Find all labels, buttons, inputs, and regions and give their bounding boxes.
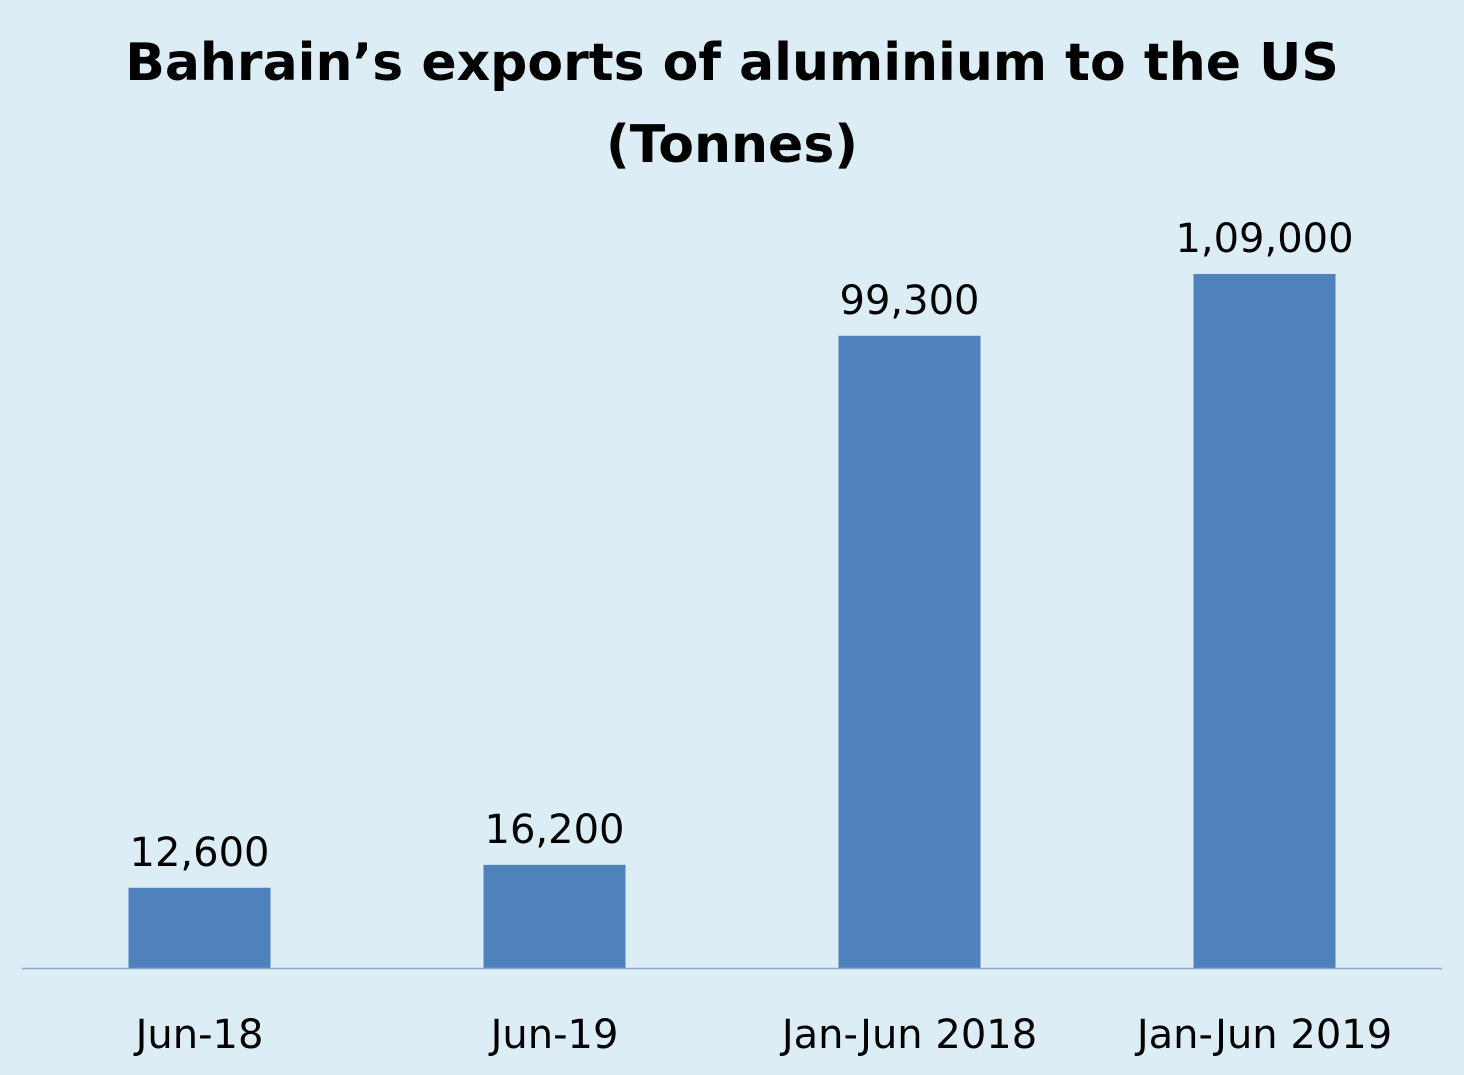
chart-title: Bahrain’s exports of aluminium to the US… — [0, 22, 1464, 186]
bar-2 — [838, 335, 981, 968]
chart-title-line-1: Bahrain’s exports of aluminium to the US — [125, 33, 1339, 93]
bar-0 — [128, 887, 271, 968]
x-tick-label-2: Jan-Jun 2018 — [779, 1012, 1037, 1058]
x-tick-label-3: Jan-Jun 2019 — [1134, 1012, 1392, 1058]
bar-3 — [1193, 274, 1336, 968]
value-label-1: 16,200 — [485, 807, 625, 853]
value-label-0: 12,600 — [130, 830, 270, 876]
chart-title-line-2: (Tonnes) — [605, 115, 859, 175]
value-label-2: 99,300 — [840, 278, 980, 324]
value-label-3: 1,09,000 — [1175, 216, 1353, 262]
x-tick-label-1: Jun-19 — [488, 1012, 619, 1058]
bar-1 — [483, 864, 626, 968]
x-tick-label-0: Jun-18 — [133, 1012, 264, 1058]
